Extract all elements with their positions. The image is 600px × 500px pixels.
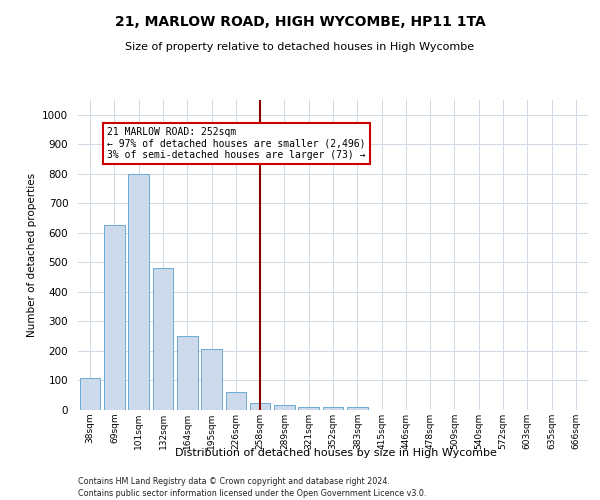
Bar: [274, 405, 295, 410]
Text: Size of property relative to detached houses in High Wycombe: Size of property relative to detached ho…: [125, 42, 475, 52]
Bar: [250, 402, 271, 410]
Text: Contains HM Land Registry data © Crown copyright and database right 2024.: Contains HM Land Registry data © Crown c…: [78, 478, 390, 486]
Text: 21, MARLOW ROAD, HIGH WYCOMBE, HP11 1TA: 21, MARLOW ROAD, HIGH WYCOMBE, HP11 1TA: [115, 15, 485, 29]
Bar: [226, 392, 246, 410]
Text: 21 MARLOW ROAD: 252sqm
← 97% of detached houses are smaller (2,496)
3% of semi-d: 21 MARLOW ROAD: 252sqm ← 97% of detached…: [107, 126, 365, 160]
Text: Distribution of detached houses by size in High Wycombe: Distribution of detached houses by size …: [175, 448, 497, 458]
Bar: [104, 226, 125, 410]
Bar: [128, 174, 149, 410]
Bar: [323, 407, 343, 410]
Bar: [177, 336, 197, 410]
Bar: [152, 268, 173, 410]
Bar: [201, 350, 222, 410]
Bar: [80, 378, 100, 410]
Bar: [347, 407, 368, 410]
Y-axis label: Number of detached properties: Number of detached properties: [26, 173, 37, 337]
Text: Contains public sector information licensed under the Open Government Licence v3: Contains public sector information licen…: [78, 489, 427, 498]
Bar: [298, 407, 319, 410]
